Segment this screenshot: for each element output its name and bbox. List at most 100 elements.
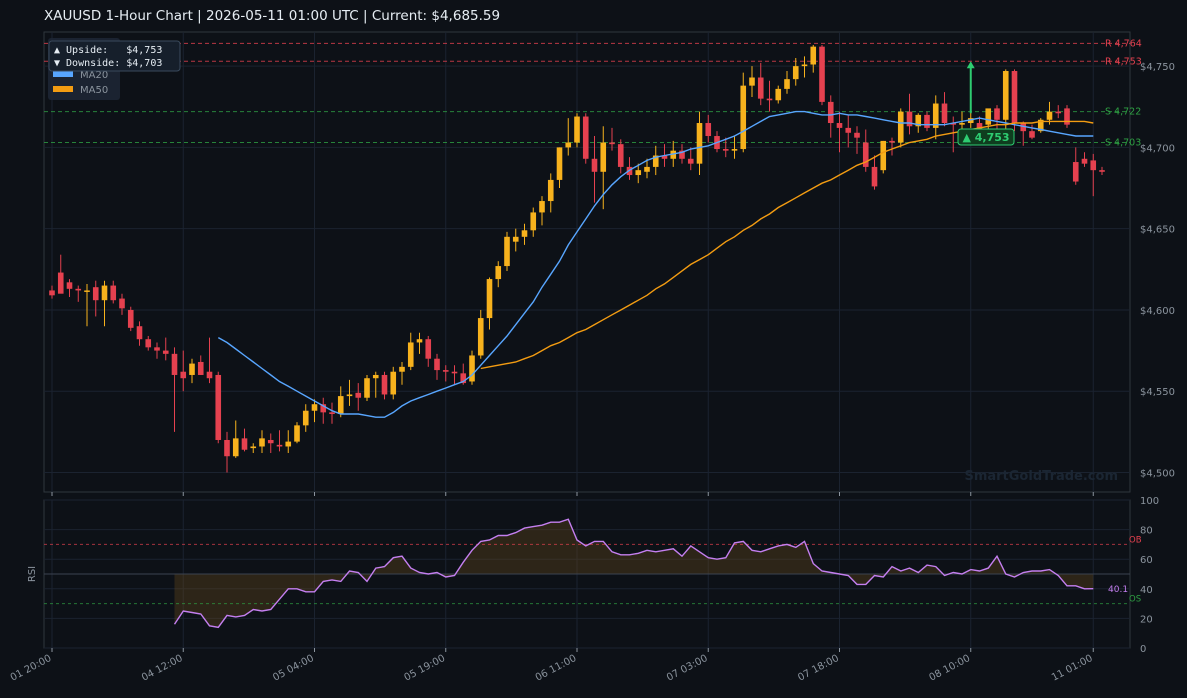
candle-body: [189, 363, 195, 375]
candle-body: [224, 439, 230, 457]
candle-body: [775, 88, 782, 101]
x-tick-label: 07 03:00: [665, 653, 710, 684]
candle-body: [119, 298, 125, 309]
candle-body: [959, 123, 965, 125]
candle-body: [49, 290, 55, 296]
price-tick-label: $4,750: [1140, 62, 1175, 73]
candle-body: [906, 111, 913, 127]
chart-title: XAUUSD 1-Hour Chart | 2026-05-11 01:00 U…: [44, 8, 501, 24]
price-tick-label: $4,550: [1140, 387, 1175, 398]
candle-body: [617, 144, 624, 167]
candle-body: [836, 123, 843, 128]
rsi-tick-label: 80: [1140, 526, 1153, 537]
candle-body: [635, 170, 642, 176]
candle-body: [994, 108, 1000, 120]
candle-body: [206, 371, 213, 379]
candle-body: [740, 85, 747, 150]
rsi-fill: [174, 519, 1094, 628]
candle-body: [381, 374, 388, 395]
candle-body: [854, 132, 860, 138]
candle-body: [574, 116, 580, 143]
x-tick-label: 01 20:00: [9, 653, 54, 684]
x-tick-label: 05 04:00: [271, 653, 316, 684]
candle-body: [749, 77, 755, 86]
candle-body: [285, 441, 292, 447]
rsi-os-label: OS: [1129, 595, 1141, 605]
x-tick-label: 06 11:00: [534, 653, 579, 684]
candle-body: [1072, 162, 1079, 182]
candle-body: [889, 140, 895, 143]
price-panel: $4,500 $4,550 $4,600 $4,650 $4,700 $4,750 Smar…: [43, 31, 1175, 493]
candle-body: [1055, 111, 1062, 114]
candle-body: [757, 77, 764, 99]
candle-body: [495, 266, 502, 280]
candle-body: [661, 155, 668, 159]
x-tick-label: 04 12:00: [140, 653, 185, 684]
candle-body: [556, 147, 563, 180]
candle-body: [687, 158, 694, 164]
candle-body: [591, 158, 598, 172]
x-tick-label: 05 19:00: [402, 653, 447, 684]
candle-body: [819, 46, 825, 102]
candle-body: [355, 392, 362, 398]
rsi-axis-label: RSI: [27, 566, 38, 582]
ma50-line: [480, 120, 1094, 370]
price-tick-label: $4,650: [1140, 225, 1175, 236]
candle-body: [171, 353, 178, 375]
candle-body: [1029, 131, 1035, 138]
candle-body: [250, 446, 257, 449]
ma50-legend-label: MA50: [80, 85, 108, 96]
candle-body: [1081, 158, 1088, 164]
candle-body: [670, 150, 677, 159]
candle-body: [442, 370, 449, 372]
candle-body: [924, 114, 930, 128]
candle-body: [897, 111, 904, 143]
level-label: R 4,764: [1105, 38, 1142, 49]
candle-body: [801, 64, 808, 67]
watermark: SmartGoldTrade.com: [964, 469, 1118, 484]
candle-body: [320, 404, 327, 413]
candle-body: [145, 339, 152, 348]
candle-body: [967, 118, 974, 124]
candle-body: [416, 339, 423, 343]
ma50-swatch: [53, 86, 73, 92]
candle-body: [1099, 170, 1105, 172]
upside-label: ▲ Upside: $4,753: [54, 45, 162, 56]
candle-body: [731, 149, 738, 151]
target-badge: [957, 128, 1015, 146]
candle-body: [127, 309, 134, 328]
candle-body: [722, 149, 729, 151]
ma20-line: [217, 110, 1094, 418]
candle-body: [521, 230, 528, 237]
candle-body: [827, 101, 834, 124]
rsi-tick-label: 100: [1140, 496, 1159, 507]
candle-body: [539, 201, 545, 213]
candle-body: [215, 374, 222, 440]
candle-body: [399, 366, 405, 372]
candle-body: [1011, 71, 1018, 124]
candle-body: [1064, 108, 1070, 125]
candle-body: [705, 123, 712, 137]
target-label: ▲ 4,753: [962, 131, 1009, 144]
candle-body: [784, 79, 790, 89]
price-tick-label: $4,500: [1140, 468, 1175, 479]
level-label: S 4,722: [1105, 107, 1141, 118]
candle-body: [241, 438, 248, 450]
rsi-line: [173, 518, 1094, 629]
candle-body: [84, 290, 90, 292]
x-tick-label: 08 10:00: [927, 653, 972, 684]
candle-body: [609, 142, 615, 145]
candle-body: [346, 394, 353, 397]
downside-label: ▼ Downside: $4,703: [54, 58, 162, 69]
candle-body: [451, 371, 458, 374]
x-tick-label: 11 01:00: [1050, 653, 1095, 684]
candle-body: [154, 347, 160, 351]
candle-body: [92, 287, 99, 301]
candle-body: [372, 374, 379, 379]
candle-body: [329, 412, 335, 414]
legend: MA20 MA50 ▲ Upside: $4,753 ▼ Downside: $4,7…: [48, 38, 181, 100]
candle-body: [75, 288, 82, 291]
candle-body: [1002, 71, 1009, 120]
